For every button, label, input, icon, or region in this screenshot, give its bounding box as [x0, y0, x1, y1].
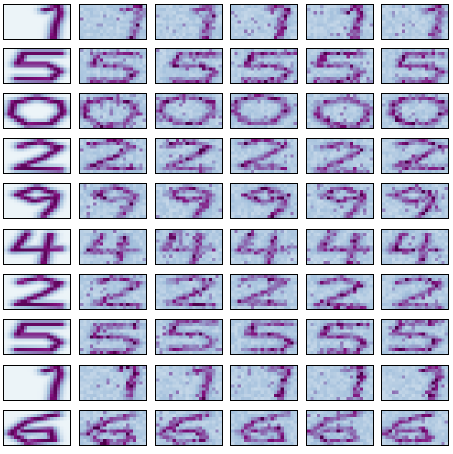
sample-image-digit-5 [230, 48, 298, 84]
sample-image-digit-5 [306, 48, 374, 84]
sample-image-digit-1 [381, 4, 449, 40]
sample-image-digit-6 [381, 410, 449, 446]
sample-image-digit-1 [155, 4, 223, 40]
mean-image-digit-0 [3, 93, 71, 129]
mean-image-digit-5 [3, 48, 71, 84]
sample-image-digit-1 [155, 365, 223, 401]
sample-image-digit-6 [155, 410, 223, 446]
mean-image-digit-6 [3, 410, 71, 446]
sample-image-digit-0 [155, 93, 223, 129]
sample-image-digit-2 [155, 138, 223, 174]
sample-image-digit-2 [381, 138, 449, 174]
sample-image-digit-4 [155, 229, 223, 265]
sample-image-digit-1 [79, 4, 147, 40]
sample-image-digit-2 [306, 274, 374, 310]
sample-image-digit-0 [381, 93, 449, 129]
sample-image-digit-4 [230, 229, 298, 265]
sample-image-digit-5 [79, 48, 147, 84]
mean-image-digit-5 [3, 319, 71, 355]
mean-image-digit-9 [3, 183, 71, 219]
mean-image-digit-1 [3, 4, 71, 40]
sample-image-digit-0 [306, 93, 374, 129]
sample-image-digit-2 [79, 274, 147, 310]
sample-image-digit-2 [381, 274, 449, 310]
sample-image-digit-5 [230, 319, 298, 355]
sample-image-digit-2 [79, 138, 147, 174]
sample-image-digit-1 [306, 365, 374, 401]
mean-image-digit-2 [3, 138, 71, 174]
sample-image-digit-6 [230, 410, 298, 446]
sample-image-digit-2 [306, 138, 374, 174]
sample-image-digit-9 [381, 183, 449, 219]
mean-image-digit-4 [3, 229, 71, 265]
sample-image-digit-2 [155, 274, 223, 310]
sample-image-digit-4 [79, 229, 147, 265]
sample-image-digit-5 [306, 319, 374, 355]
sample-image-digit-0 [230, 93, 298, 129]
mean-image-digit-1 [3, 365, 71, 401]
sample-image-digit-1 [230, 365, 298, 401]
sample-image-digit-1 [306, 4, 374, 40]
sample-image-digit-9 [306, 183, 374, 219]
sample-image-digit-6 [79, 410, 147, 446]
sample-image-digit-4 [306, 229, 374, 265]
sample-image-digit-1 [79, 365, 147, 401]
sample-image-digit-6 [306, 410, 374, 446]
sample-image-digit-5 [381, 319, 449, 355]
sample-image-digit-9 [79, 183, 147, 219]
sample-image-digit-4 [381, 229, 449, 265]
sample-image-digit-2 [230, 138, 298, 174]
sample-image-digit-5 [381, 48, 449, 84]
sample-image-digit-5 [79, 319, 147, 355]
sample-image-digit-0 [79, 93, 147, 129]
sample-image-digit-9 [230, 183, 298, 219]
sample-image-digit-9 [155, 183, 223, 219]
sample-image-digit-2 [230, 274, 298, 310]
sample-image-digit-5 [155, 319, 223, 355]
mean-image-digit-2 [3, 274, 71, 310]
sample-image-digit-1 [230, 4, 298, 40]
sample-image-digit-5 [155, 48, 223, 84]
sample-image-digit-1 [381, 365, 449, 401]
